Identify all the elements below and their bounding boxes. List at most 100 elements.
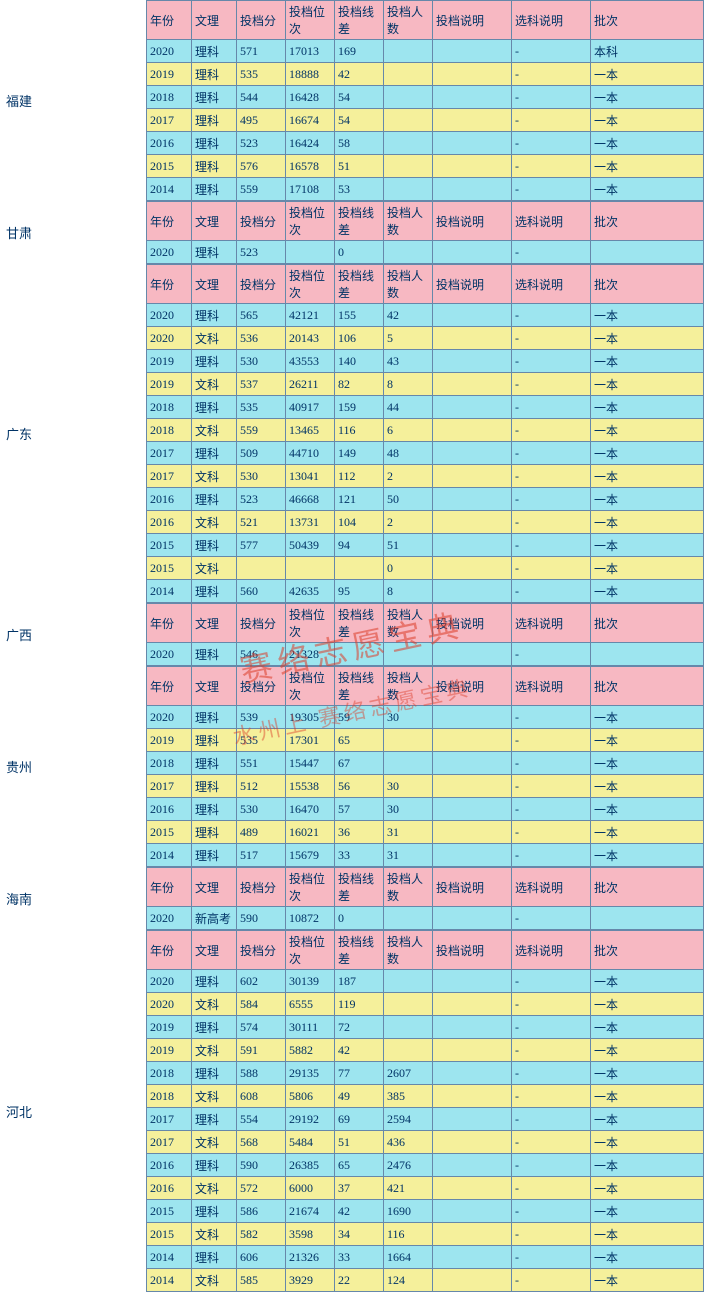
table-row: 2019理科5351730165-一本 (147, 729, 704, 752)
data-cell: 2476 (384, 1154, 433, 1177)
province-block: 广西年份文理投档分投档位次投档线差投档人数投档说明选科说明批次2020理科546… (0, 603, 704, 666)
table-row: 2014理科60621326331664-一本 (147, 1246, 704, 1269)
header-cell: 投档说明 (433, 931, 512, 970)
table-header-row: 年份文理投档分投档位次投档线差投档人数投档说明选科说明批次 (147, 604, 704, 643)
data-cell: 文科 (192, 373, 237, 396)
data-cell (286, 241, 335, 264)
header-cell: 投档位次 (286, 868, 335, 907)
data-cell: 40917 (286, 396, 335, 419)
data-cell: 116 (335, 419, 384, 442)
data-cell: - (512, 419, 591, 442)
data-cell: 585 (237, 1269, 286, 1292)
data-cell: 50439 (286, 534, 335, 557)
data-cell: 159 (335, 396, 384, 419)
data-cell: 16470 (286, 798, 335, 821)
data-cell: - (512, 1062, 591, 1085)
data-cell (433, 580, 512, 603)
data-cell: - (512, 706, 591, 729)
data-cell: 51 (335, 1131, 384, 1154)
data-cell (384, 109, 433, 132)
data-cell (384, 86, 433, 109)
data-cell: 2020 (147, 241, 192, 264)
province-table: 年份文理投档分投档位次投档线差投档人数投档说明选科说明批次2020理科5230- (146, 201, 704, 264)
data-cell: 535 (237, 63, 286, 86)
data-cell: 2019 (147, 63, 192, 86)
table-header-row: 年份文理投档分投档位次投档线差投档人数投档说明选科说明批次 (147, 667, 704, 706)
data-cell (433, 729, 512, 752)
header-cell: 年份 (147, 265, 192, 304)
data-cell: - (512, 752, 591, 775)
data-cell: 112 (335, 465, 384, 488)
table-row: 2015理科58621674421690-一本 (147, 1200, 704, 1223)
data-cell: 一本 (591, 557, 704, 580)
data-cell: 20143 (286, 327, 335, 350)
header-cell: 批次 (591, 202, 704, 241)
data-cell: 42 (335, 1039, 384, 1062)
data-cell: 2607 (384, 1062, 433, 1085)
header-cell: 文理 (192, 1, 237, 40)
data-cell: 文科 (192, 1085, 237, 1108)
data-cell: 理科 (192, 643, 237, 666)
data-cell: 理科 (192, 396, 237, 419)
data-cell: 一本 (591, 993, 704, 1016)
data-cell (591, 907, 704, 930)
data-cell: - (512, 580, 591, 603)
data-cell: 2015 (147, 821, 192, 844)
header-cell: 投档分 (237, 1, 286, 40)
data-cell: 149 (335, 442, 384, 465)
header-cell: 年份 (147, 202, 192, 241)
data-cell: 2594 (384, 1108, 433, 1131)
province-block: 福建年份文理投档分投档位次投档线差投档人数投档说明选科说明批次2020理科571… (0, 0, 704, 201)
table-row: 2017文科530130411122-一本 (147, 465, 704, 488)
data-cell: - (512, 442, 591, 465)
data-cell (433, 178, 512, 201)
data-cell: 42635 (286, 580, 335, 603)
data-cell: - (512, 643, 591, 666)
data-cell (433, 442, 512, 465)
province-block: 甘肃年份文理投档分投档位次投档线差投档人数投档说明选科说明批次2020理科523… (0, 201, 704, 264)
data-cell: - (512, 1177, 591, 1200)
table-header-row: 年份文理投档分投档位次投档线差投档人数投档说明选科说明批次 (147, 265, 704, 304)
header-cell: 批次 (591, 265, 704, 304)
data-cell: 5882 (286, 1039, 335, 1062)
data-cell: 51 (335, 155, 384, 178)
data-cell: - (512, 327, 591, 350)
data-cell: 一本 (591, 798, 704, 821)
province-label: 河北 (0, 930, 146, 1292)
data-cell (433, 63, 512, 86)
data-cell: 539 (237, 706, 286, 729)
data-cell (433, 1085, 512, 1108)
data-cell (384, 40, 433, 63)
data-cell (433, 86, 512, 109)
data-cell: 2019 (147, 729, 192, 752)
data-cell: 一本 (591, 706, 704, 729)
data-cell: 421 (384, 1177, 433, 1200)
data-cell: 2018 (147, 1085, 192, 1108)
data-cell (384, 752, 433, 775)
data-cell (335, 643, 384, 666)
data-cell (433, 1200, 512, 1223)
data-cell: 59 (335, 706, 384, 729)
data-cell: 2017 (147, 442, 192, 465)
data-cell (433, 241, 512, 264)
table-row: 2015理科577504399451-一本 (147, 534, 704, 557)
data-cell: 13041 (286, 465, 335, 488)
data-cell: 590 (237, 907, 286, 930)
province-table: 年份文理投档分投档位次投档线差投档人数投档说明选科说明批次2020理科53919… (146, 666, 704, 867)
province-table: 年份文理投档分投档位次投档线差投档人数投档说明选科说明批次2020理科60230… (146, 930, 704, 1292)
table-row: 2018理科5441642854-一本 (147, 86, 704, 109)
data-cell: 523 (237, 241, 286, 264)
data-cell: 56 (335, 775, 384, 798)
data-cell: 0 (335, 241, 384, 264)
province-block: 贵州年份文理投档分投档位次投档线差投档人数投档说明选科说明批次2020理科539… (0, 666, 704, 867)
data-cell: 34 (335, 1223, 384, 1246)
data-cell (433, 534, 512, 557)
header-cell: 投档分 (237, 931, 286, 970)
data-cell: 理科 (192, 580, 237, 603)
data-cell: - (512, 798, 591, 821)
data-cell: 30111 (286, 1016, 335, 1039)
table-header-row: 年份文理投档分投档位次投档线差投档人数投档说明选科说明批次 (147, 1, 704, 40)
data-cell: 30 (384, 798, 433, 821)
data-cell: 2018 (147, 419, 192, 442)
province-label: 海南 (0, 867, 146, 930)
